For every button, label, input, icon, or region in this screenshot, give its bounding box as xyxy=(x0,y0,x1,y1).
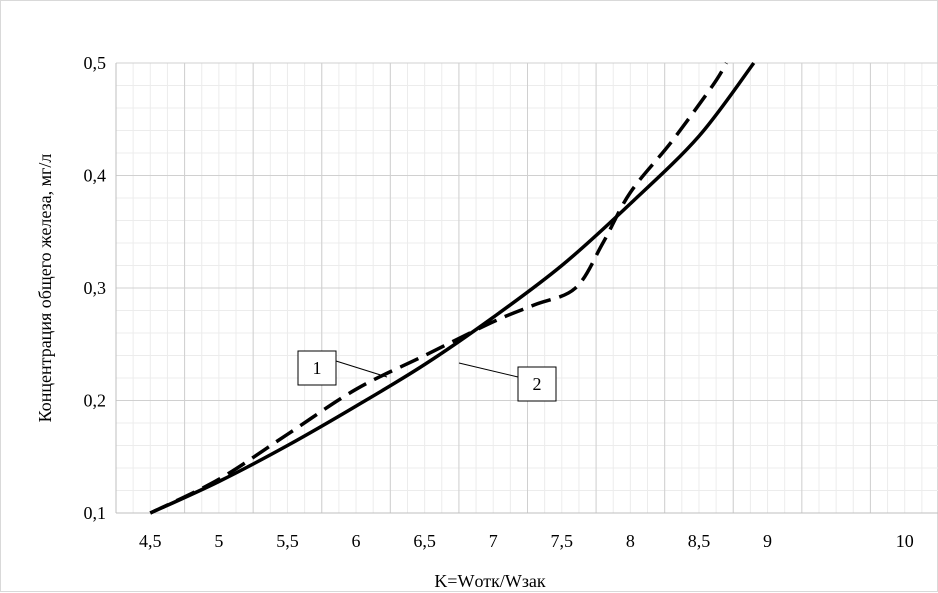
x-tick-label: 8 xyxy=(626,531,635,551)
series-lines xyxy=(149,61,756,515)
x-tick-label: 7 xyxy=(489,531,498,551)
x-tick-label: 10 xyxy=(896,531,914,551)
x-tick-label: 7,5 xyxy=(551,531,574,551)
x-tick-label: 6,5 xyxy=(413,531,436,551)
y-tick-label: 0,1 xyxy=(84,503,107,523)
x-tick-label: 4,5 xyxy=(139,531,162,551)
callout-box xyxy=(517,366,557,402)
y-tick-labels: 0,1 0,2 0,3 0,4 0,5 xyxy=(84,53,107,523)
x-tick-label: 9 xyxy=(763,531,772,551)
callout-label: 2 xyxy=(533,374,542,394)
callout-2: 2 xyxy=(458,362,557,402)
callout-leader-line xyxy=(335,360,388,378)
series-line-2 xyxy=(149,61,756,515)
y-tick-label: 0,5 xyxy=(84,53,107,73)
callout-leader-line xyxy=(458,362,519,378)
x-tick-label: 8,5 xyxy=(688,531,711,551)
y-tick-label: 0,2 xyxy=(84,391,107,411)
series-line-1 xyxy=(149,62,728,515)
major-gridlines xyxy=(115,62,938,514)
x-axis-title: K=Wотк/Wзак xyxy=(434,571,546,591)
callout-label: 1 xyxy=(313,358,322,378)
x-tick-label: 5,5 xyxy=(276,531,299,551)
y-tick-label: 0,3 xyxy=(84,278,107,298)
x-tick-label: 5 xyxy=(214,531,223,551)
callout-1: 1 xyxy=(297,350,388,386)
y-axis-title: Концентрация общего железа, мг/л xyxy=(35,154,55,423)
x-tick-label: 6 xyxy=(352,531,361,551)
axes xyxy=(115,63,938,514)
y-tick-label: 0,4 xyxy=(84,166,107,186)
callouts: 12 xyxy=(297,350,557,402)
callout-box xyxy=(297,350,337,386)
x-tick-labels: 4,5 5 5,5 6 6,5 7 7,5 8 8,5 9 10 xyxy=(139,531,914,551)
